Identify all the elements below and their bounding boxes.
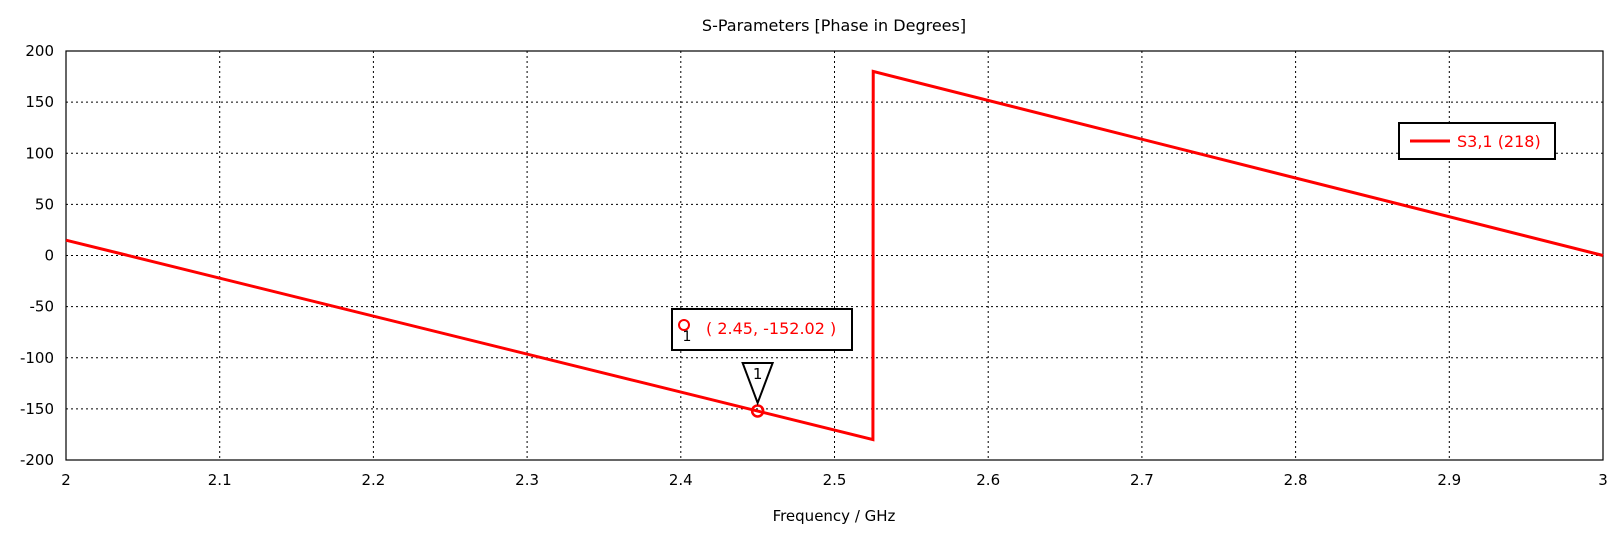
x-tick-label: 2.3 bbox=[515, 471, 539, 489]
x-axis-ticks: 2 2.1 2.2 2.3 2.4 2.5 2.6 2.7 2.8 2.9 3 bbox=[61, 471, 1608, 489]
y-tick-label: 0 bbox=[44, 247, 54, 265]
x-tick-label: 2.8 bbox=[1284, 471, 1308, 489]
y-tick-label: 200 bbox=[25, 42, 54, 60]
marker-pointer-id: 1 bbox=[753, 365, 763, 383]
y-axis-ticks: -200 -150 -100 -50 0 50 100 150 200 bbox=[20, 42, 54, 469]
grid bbox=[66, 51, 1603, 460]
chart-title: S-Parameters [Phase in Degrees] bbox=[702, 16, 966, 35]
x-tick-label: 2.6 bbox=[976, 471, 1000, 489]
y-tick-label: 50 bbox=[35, 195, 54, 213]
y-tick-label: -200 bbox=[20, 451, 54, 469]
x-tick-label: 2.5 bbox=[823, 471, 847, 489]
x-tick-label: 3 bbox=[1598, 471, 1608, 489]
marker-annotation-label: ( 2.45, -152.02 ) bbox=[706, 319, 836, 338]
marker-pointer-icon bbox=[741, 361, 775, 406]
x-tick-label: 2.2 bbox=[361, 471, 385, 489]
legend[interactable]: S3,1 (218) bbox=[1398, 122, 1556, 160]
marker-annotation-box[interactable] bbox=[671, 308, 853, 351]
marker-layer: 1 1 ( 2.45, -152.02 ) bbox=[671, 308, 853, 418]
x-axis-label: Frequency / GHz bbox=[773, 507, 896, 525]
y-tick-label: 100 bbox=[25, 144, 54, 162]
y-tick-label: -50 bbox=[30, 298, 55, 316]
legend-label: S3,1 (218) bbox=[1457, 132, 1541, 151]
series-layer bbox=[65, 69, 1604, 442]
x-tick-label: 2.7 bbox=[1130, 471, 1154, 489]
marker-annotation-icon bbox=[678, 319, 690, 331]
x-tick-label: 2.4 bbox=[669, 471, 693, 489]
y-tick-label: 150 bbox=[25, 93, 54, 111]
marker-annotation-id: 1 bbox=[683, 329, 692, 345]
x-tick-label: 2.1 bbox=[208, 471, 232, 489]
x-tick-label: 2 bbox=[61, 471, 71, 489]
y-tick-label: -100 bbox=[20, 349, 54, 367]
series-line-s31[interactable] bbox=[65, 69, 1604, 442]
x-tick-label: 2.9 bbox=[1437, 471, 1461, 489]
y-tick-label: -150 bbox=[20, 400, 54, 418]
